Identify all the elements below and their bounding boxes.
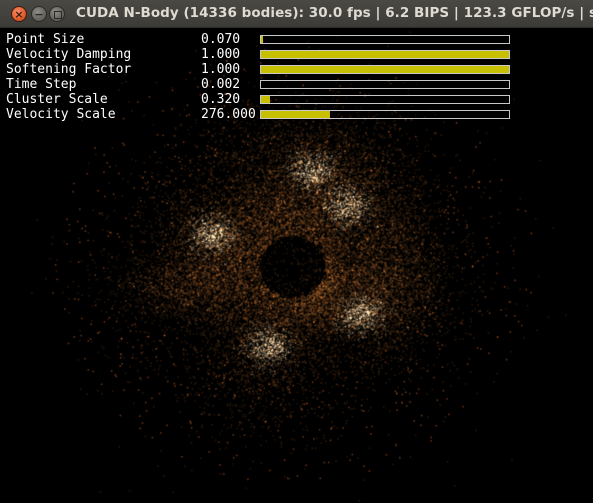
title-bar[interactable]: × − CUDA N-Body (14336 bodies): 30.0 fps… [0,0,593,28]
slider-fill [261,36,264,43]
param-row-point-size: Point Size 0.070 [0,32,593,47]
time-step-slider[interactable] [260,80,510,89]
point-size-slider[interactable] [260,35,510,44]
param-value: 0.070 [201,32,241,47]
param-value: 276.000 [201,107,256,122]
slider-fill [261,96,270,103]
param-label: Softening Factor [6,62,132,77]
simulation-viewport[interactable]: Point Size 0.070 Velocity Damping 1.000 … [0,28,593,503]
param-row-softening-factor: Softening Factor 1.000 [0,62,593,77]
param-value: 0.002 [201,77,241,92]
slider-fill [261,111,331,118]
param-label: Time Step [6,77,77,92]
param-label: Velocity Damping [6,47,132,62]
param-row-cluster-scale: Cluster Scale 0.320 [0,92,593,107]
param-row-time-step: Time Step 0.002 [0,77,593,92]
slider-fill [261,51,509,58]
velocity-scale-slider[interactable] [260,110,510,119]
minimize-button[interactable]: − [31,6,47,22]
close-button[interactable]: × [11,6,27,22]
window-title: CUDA N-Body (14336 bodies): 30.0 fps | 6… [76,5,593,21]
close-icon: × [14,8,24,21]
velocity-damping-slider[interactable] [260,50,510,59]
maximize-button[interactable] [49,6,65,22]
param-row-velocity-damping: Velocity Damping 1.000 [0,47,593,62]
param-label: Velocity Scale [6,107,116,122]
cluster-scale-slider[interactable] [260,95,510,104]
param-value: 1.000 [201,47,241,62]
param-value: 1.000 [201,62,241,77]
maximize-icon [54,11,62,19]
slider-fill [261,66,509,73]
softening-factor-slider[interactable] [260,65,510,74]
particle-canvas[interactable] [0,28,593,503]
param-label: Point Size [6,32,85,47]
minimize-icon: − [34,8,44,21]
param-row-velocity-scale: Velocity Scale 276.000 [0,107,593,122]
param-label: Cluster Scale [6,92,108,107]
param-value: 0.320 [201,92,241,107]
